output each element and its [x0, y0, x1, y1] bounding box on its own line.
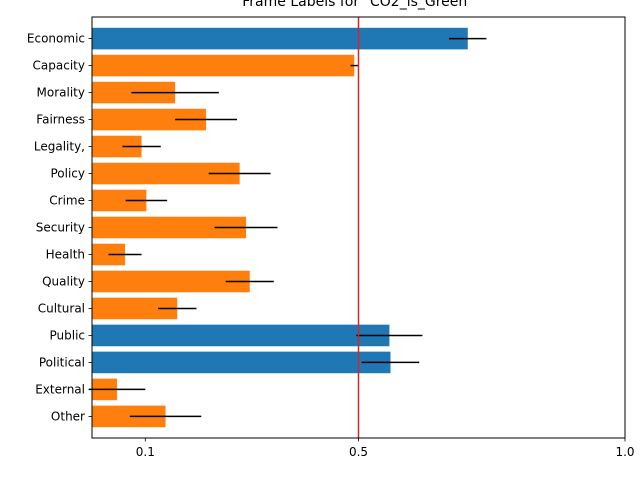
y-tick-label-14: Other [51, 409, 85, 423]
bar-0 [92, 27, 468, 50]
bars-group [92, 27, 468, 428]
y-tick-label-6: Crime [49, 194, 85, 208]
y-tick-label-13: External [35, 382, 85, 396]
bar-3 [92, 108, 207, 131]
y-tick-label-9: Quality [42, 274, 85, 288]
y-tick-label-5: Policy [50, 167, 85, 181]
y-tick-label-10: Cultural [38, 301, 85, 315]
x-tick-label-0: 0.1 [136, 445, 155, 459]
bar-12 [92, 351, 391, 374]
y-tick-label-2: Morality [37, 86, 85, 100]
bar-11 [92, 324, 390, 347]
bar-4 [92, 135, 142, 158]
y-tick-label-7: Security [36, 221, 85, 235]
bar-1 [92, 54, 355, 77]
bar-6 [92, 189, 147, 212]
y-axis-ticks: Economic Capacity Morality Fairness Legality… [27, 32, 92, 423]
y-tick-label-0: Economic [27, 32, 85, 46]
y-tick-label-8: Health [46, 247, 85, 261]
y-tick-label-1: Capacity [33, 59, 85, 73]
plot-frame [91, 16, 626, 439]
y-tick-label-12: Political [39, 355, 85, 369]
bar-10 [92, 297, 178, 320]
y-tick-label-4: Legality, [34, 140, 85, 154]
bar-7 [92, 216, 247, 239]
error-bars-group [88, 37, 487, 418]
bar-9 [92, 270, 250, 293]
bar-5 [92, 162, 240, 185]
x-tick-label-2: 1.0 [615, 445, 634, 459]
x-axis-ticks: 0.1 0.5 1.0 [136, 438, 635, 459]
y-tick-label-11: Public [49, 328, 85, 342]
x-tick-label-1: 0.5 [349, 445, 368, 459]
y-tick-label-3: Fairness [36, 113, 85, 127]
chart-title: Frame Labels for "CO2_is_Green" [242, 0, 473, 10]
bar-14 [92, 405, 166, 428]
